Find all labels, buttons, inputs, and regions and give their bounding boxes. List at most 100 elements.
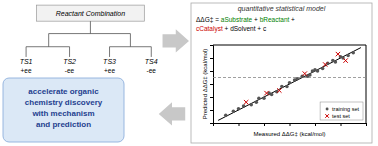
block-arrow [159,102,185,125]
tree-title: Reactant Combination [56,10,125,17]
x-tick [239,123,240,126]
point-group [244,52,348,105]
point [237,107,241,111]
y-tick-mark [210,71,213,72]
equation-term: + [289,16,295,23]
equation-term: ΔΔG‡ [196,16,214,23]
point [295,77,299,81]
tree-ee: -ee [65,67,75,74]
legend-symbol [326,108,329,111]
point [232,110,236,114]
equation-line: ΔΔG‡ = aSubstrate + bReactant + [196,16,295,23]
x-tick-mark [239,123,240,126]
model-panel: quantitative statistical model ΔΔG‡ = aSu… [191,3,372,143]
message-box [3,78,124,142]
point [316,69,320,73]
legend-frame [320,102,363,120]
tree-title-box [37,5,145,21]
legend-symbol [325,114,329,118]
y-tick [210,84,213,85]
x-tick [264,123,265,126]
tree-branch [130,34,131,47]
x-tick [366,123,367,126]
point [336,52,340,56]
point [343,58,347,62]
panel-frame [191,3,372,143]
tree-node: TS2 [63,58,76,65]
message-text: accelerate organic chemistry discovery wit… [25,87,103,129]
message-line: chemistry discovery [25,98,103,107]
plot-frame [213,45,366,123]
tree-branch [110,46,152,47]
equation-term: + [252,16,259,23]
title: quantitative statistical model [238,5,326,13]
y-tick [210,97,213,98]
reference-line [213,77,366,78]
point [323,62,327,66]
tree-branch [49,33,131,34]
equation-term: Solvent [234,25,256,32]
point [321,67,325,71]
point [270,93,274,97]
figure: Reactant CombinationTS1TS2TS3TS4+ee-ee+e… [0,0,378,146]
equation-term: Reactant [263,16,289,23]
equation-term: = [213,16,220,23]
point [311,69,315,73]
x-tick-mark [264,123,265,126]
point [285,85,289,89]
legend: training settest set [320,102,363,120]
y-tick-mark [210,84,213,85]
legend-item: training set [326,106,360,112]
point [264,91,268,95]
x-tick-mark [290,123,291,126]
tree-ee: -ee [147,67,157,74]
tree-branch [26,46,69,47]
y-tick-mark [210,58,213,59]
point [244,100,248,104]
y-tick [210,45,213,46]
tree-branch [26,47,27,57]
y-axis-title: Predicted ΔΔG‡ (kcal/mol) [202,49,208,120]
equation-term: Catalyst [199,25,223,33]
x-axis [214,123,367,126]
legend-label: test set [332,113,350,119]
y-tick-mark [210,110,213,111]
point [303,71,307,75]
tree-branch [90,21,91,33]
x-axis-line [214,124,367,127]
x-tick-mark [341,123,342,126]
point [351,51,355,55]
equation-term: + c [255,25,266,32]
point [242,104,246,108]
equation-term: + [223,25,230,32]
point [257,97,261,101]
tree-branch [151,47,152,57]
x-tick [290,123,291,126]
point [262,97,266,101]
point [249,103,253,107]
point [277,88,281,92]
message-line: accelerate organic [28,87,99,96]
y-tick [210,58,213,59]
tree-ee: +ee [21,67,32,74]
x-tick-mark [315,123,316,126]
x-tick [315,123,316,126]
y-axis-line [210,46,214,124]
legend-item: test set [325,113,350,119]
y-axis [210,46,214,124]
point [280,85,284,89]
y-tick-mark [210,45,213,46]
message-line: with mechanism [31,109,94,118]
point [288,81,292,85]
y-tick-mark [210,123,213,124]
tree-node: TS3 [103,58,116,65]
tree-branch [69,47,70,57]
fit-line [218,48,361,121]
point [255,100,259,104]
y-tick-mark [210,97,213,98]
tree-node: TS4 [145,58,158,65]
tree-node: TS1 [20,58,33,65]
block-arrow [163,29,189,52]
y-tick [210,110,213,111]
plot-area [213,48,366,121]
